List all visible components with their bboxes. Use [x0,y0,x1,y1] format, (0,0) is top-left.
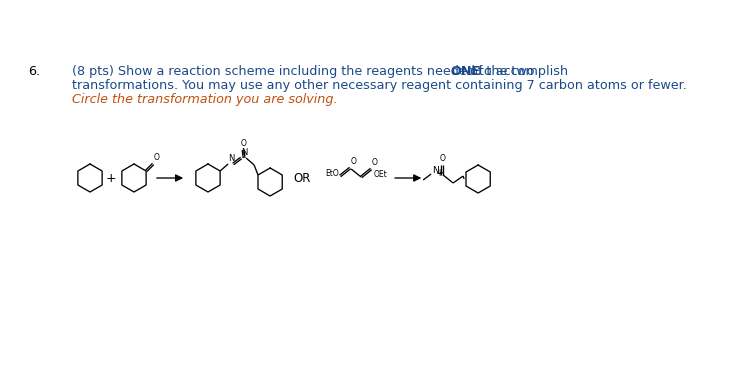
Text: O: O [154,153,160,162]
Text: 6.: 6. [28,65,40,78]
Text: OR: OR [294,171,311,184]
Text: N: N [229,154,235,163]
Text: (8 pts) Show a reaction scheme including the reagents needed to accomplish: (8 pts) Show a reaction scheme including… [72,65,572,78]
Text: EtO: EtO [326,169,339,179]
Text: O: O [439,154,445,163]
Text: O: O [240,139,246,148]
Text: O: O [351,157,357,166]
Text: OEt: OEt [374,170,388,179]
Text: H: H [438,169,444,178]
Text: N: N [432,166,439,175]
Text: N: N [241,148,247,157]
Text: transformations. You may use any other necessary reagent containing 7 carbon ato: transformations. You may use any other n… [72,79,687,92]
Text: ONE: ONE [451,65,481,78]
Text: O: O [372,158,378,167]
Text: +: + [106,171,116,184]
Text: Circle the transformation you are solving.: Circle the transformation you are solvin… [72,93,337,106]
Text: of the two: of the two [466,65,534,78]
